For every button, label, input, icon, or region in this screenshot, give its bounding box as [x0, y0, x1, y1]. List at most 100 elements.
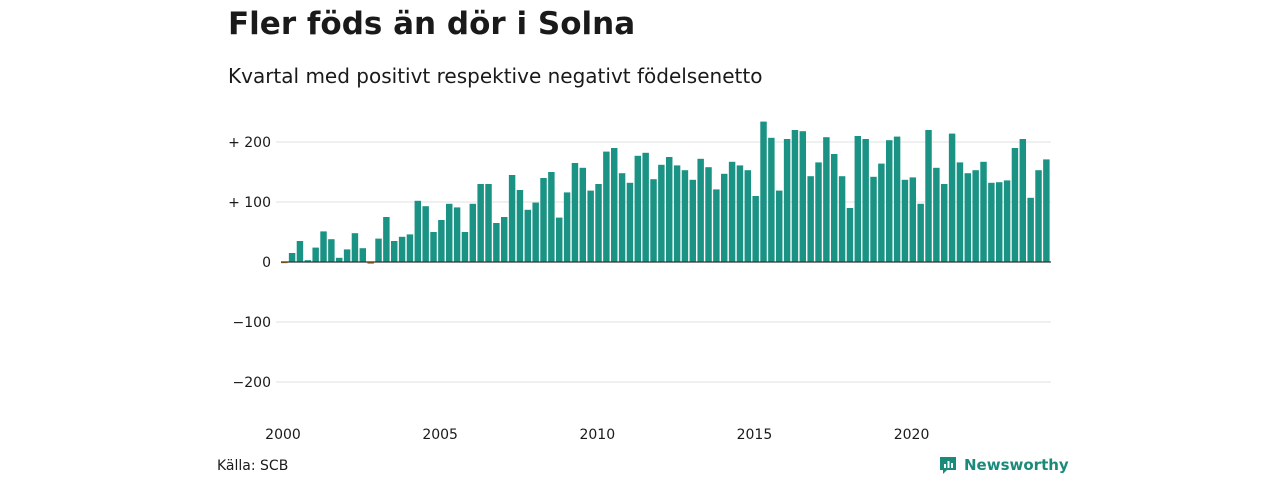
bar: [721, 173, 728, 262]
x-tick-label: 2005: [422, 427, 458, 443]
bar: [893, 136, 901, 262]
bar: [744, 170, 752, 262]
bar: [705, 167, 712, 262]
newsworthy-logo-icon: [940, 457, 956, 474]
x-tick-label: 2020: [894, 427, 930, 443]
bar: [391, 241, 398, 262]
y-tick-label: + 100: [228, 195, 271, 211]
bar: [831, 154, 838, 262]
bar: [320, 231, 327, 262]
brand-name: Newsworthy: [964, 456, 1069, 474]
bar: [681, 170, 689, 262]
bar: [846, 208, 854, 262]
bar: [516, 190, 524, 262]
bar: [422, 206, 429, 262]
bar: [909, 177, 917, 262]
bar: [901, 179, 909, 262]
bar: [933, 167, 940, 262]
bar: [925, 130, 932, 262]
bar: [878, 163, 885, 262]
bar: [579, 167, 587, 262]
bar: [501, 217, 508, 262]
bar: [446, 203, 453, 262]
bar: [642, 152, 649, 262]
bar: [414, 200, 422, 262]
bar: [783, 139, 791, 262]
bar: [854, 136, 862, 262]
bar: [838, 176, 846, 262]
bar: [304, 260, 312, 262]
bar: [587, 190, 594, 262]
bar: [563, 192, 571, 262]
bar: [540, 178, 547, 262]
bar: [1027, 197, 1034, 262]
bar: [1011, 148, 1019, 262]
bar: [367, 262, 374, 264]
bar: [964, 173, 972, 262]
x-tick-label: 2010: [579, 427, 615, 443]
bar: [666, 157, 673, 262]
bar: [406, 234, 414, 262]
bar: [618, 173, 626, 262]
bar: [791, 130, 799, 262]
bar: [713, 189, 720, 262]
x-tick-label: 2015: [737, 427, 773, 443]
bar: [988, 182, 995, 262]
bar: [760, 121, 767, 262]
bar: [603, 151, 610, 262]
bar: [1043, 159, 1050, 262]
y-tick-label: 0: [262, 255, 271, 271]
bar: [430, 232, 437, 262]
bar: [807, 176, 814, 262]
bar: [776, 190, 783, 262]
y-tick-label: −100: [233, 315, 271, 331]
bar: [996, 182, 1003, 262]
bar: [296, 241, 304, 262]
bar: [948, 133, 956, 262]
y-tick-label: + 200: [228, 135, 271, 151]
bar: [799, 131, 807, 262]
bar: [917, 203, 924, 262]
bar: [375, 238, 382, 262]
bar: [571, 163, 579, 262]
bar: [524, 209, 532, 262]
bar: [548, 172, 555, 262]
bar: [752, 196, 759, 262]
bar: [556, 217, 563, 262]
bar: [736, 165, 744, 262]
bar: [768, 137, 775, 262]
bar: [485, 184, 492, 262]
bar: [469, 203, 477, 262]
y-tick-label: −200: [233, 375, 271, 391]
bar: [351, 233, 359, 262]
bar: [673, 165, 681, 262]
bar: [343, 249, 351, 262]
bar: [697, 158, 704, 262]
bar: [461, 232, 469, 262]
bar: [336, 257, 343, 262]
bar: [972, 170, 979, 262]
bar: [658, 164, 665, 262]
bar: [886, 140, 893, 262]
x-axis-ticks: 2000 2005 2010 2015 2020: [265, 427, 929, 443]
bar: [941, 184, 948, 262]
bar: [626, 182, 634, 262]
bar: [956, 162, 964, 262]
bar: [1035, 170, 1042, 262]
bar: [862, 139, 869, 262]
bar: [815, 162, 822, 262]
bar: [359, 248, 367, 262]
bar: [532, 202, 539, 262]
bar: [728, 161, 736, 262]
grid-lines: [276, 141, 1051, 383]
bar: [477, 184, 484, 262]
bar: [1019, 139, 1027, 262]
chart-subtitle: Kvartal med positivt respektive negativt…: [228, 64, 763, 88]
bar: [328, 239, 335, 262]
bar: [288, 253, 296, 262]
bar: [312, 247, 319, 262]
bar: [689, 179, 697, 262]
bar: [453, 207, 461, 262]
source-note: Källa: SCB: [217, 458, 289, 474]
